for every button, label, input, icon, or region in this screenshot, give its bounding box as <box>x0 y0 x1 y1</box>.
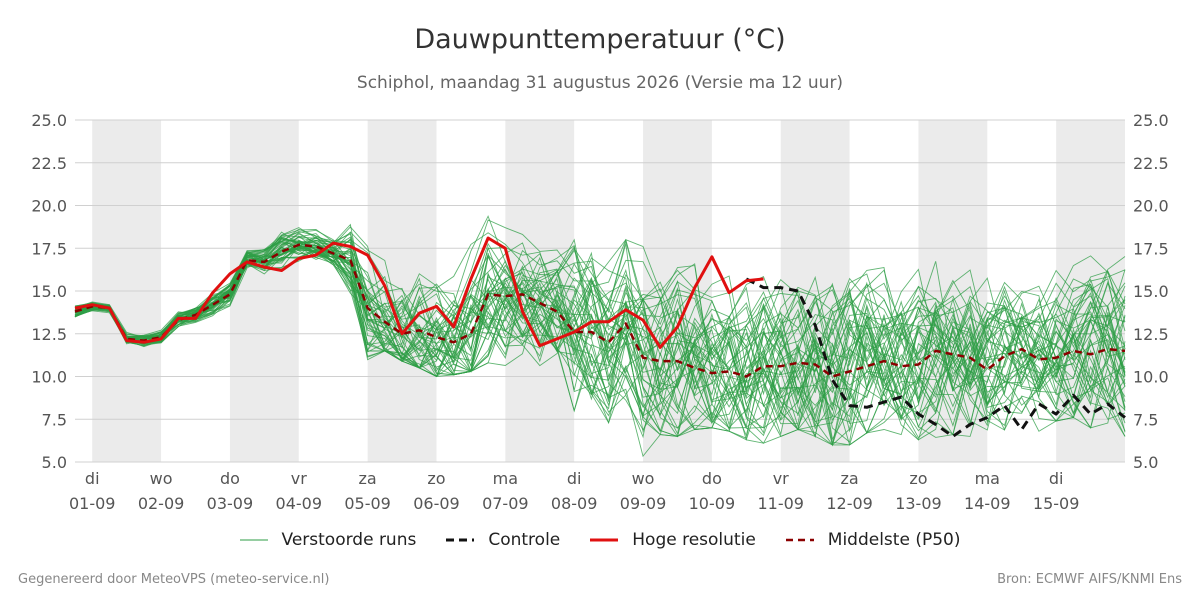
y-tick-label-right: 20.0 <box>1133 197 1169 216</box>
x-tick-day: zo <box>909 469 927 488</box>
y-tick-label-right: 12.5 <box>1133 325 1169 344</box>
y-tick-label-left: 10.0 <box>31 368 67 387</box>
y-tick-label-left: 15.0 <box>31 282 67 301</box>
legend-label-median: Middelste (P50) <box>827 530 961 550</box>
legend: Verstoorde runs Controle Hoge resolutie … <box>0 530 1200 550</box>
y-tick-label-right: 22.5 <box>1133 154 1169 173</box>
x-tick-date: 15-09 <box>1033 494 1080 513</box>
x-tick-day: di <box>1049 469 1064 488</box>
footer-source: Bron: ECMWF AIFS/KNMI Ens <box>997 572 1182 587</box>
y-tick-label-right: 10.0 <box>1133 368 1169 387</box>
legend-item-median: Middelste (P50) <box>785 530 961 550</box>
ensemble-run <box>74 251 1126 439</box>
x-tick-date: 04-09 <box>276 494 323 513</box>
y-tick-label-right: 17.5 <box>1133 239 1169 258</box>
y-tick-label-right: 25.0 <box>1133 111 1169 130</box>
x-tick-day: vr <box>773 469 789 488</box>
footer-generated-by: Gegenereerd door MeteoVPS (meteo-service… <box>18 572 330 587</box>
y-tick-label-left: 5.0 <box>42 453 67 472</box>
x-tick-date: 06-09 <box>413 494 460 513</box>
y-axis-right: 5.0 7.5 10.0 12.5 15.0 17.5 20.0 22.5 25.0 <box>1133 111 1169 472</box>
legend-item-ensemble: Verstoorde runs <box>239 530 417 550</box>
highres-line <box>74 236 764 349</box>
ensemble-run <box>74 237 1126 446</box>
y-tick-label-right: 15.0 <box>1133 282 1169 301</box>
x-tick-date: 13-09 <box>895 494 942 513</box>
x-tick-day: do <box>220 469 240 488</box>
x-tick-date: 09-09 <box>620 494 667 513</box>
x-tick-date: 02-09 <box>138 494 185 513</box>
x-tick-date: 12-09 <box>826 494 873 513</box>
x-tick-day: za <box>840 469 858 488</box>
x-tick-day: ma <box>975 469 1000 488</box>
ensemble-run <box>74 231 1126 424</box>
ensemble-run <box>74 246 1126 399</box>
x-tick-day: wo <box>632 469 655 488</box>
ensemble-run <box>74 219 1126 427</box>
y-tick-label-right: 5.0 <box>1133 453 1158 472</box>
x-tick-date: 08-09 <box>551 494 598 513</box>
legend-item-highres: Hoge resolutie <box>590 530 756 550</box>
x-tick-day: zo <box>427 469 445 488</box>
y-axis-left: 5.0 7.5 10.0 12.5 15.0 17.5 20.0 22.5 25.0 <box>31 111 67 472</box>
chart-title: Dauwpunttemperatuur (°C) <box>414 24 786 55</box>
y-tick-label-left: 17.5 <box>31 239 67 258</box>
x-tick-day: do <box>702 469 722 488</box>
ensemble-run <box>74 229 1126 446</box>
x-tick-day: wo <box>150 469 173 488</box>
x-tick-day: vr <box>291 469 307 488</box>
control-line <box>745 277 1126 438</box>
x-tick-day: za <box>359 469 377 488</box>
x-tick-day: di <box>85 469 100 488</box>
x-tick-day: ma <box>493 469 518 488</box>
y-tick-label-left: 7.5 <box>42 410 67 429</box>
legend-label-control: Controle <box>488 530 561 550</box>
x-tick-date: 03-09 <box>207 494 254 513</box>
x-axis: di 01-09 wo 02-09 do 03-09 vr 04-09 za 05-09 zo 06-… <box>69 469 1079 513</box>
y-tick-label-left: 22.5 <box>31 154 67 173</box>
x-tick-date: 14-09 <box>964 494 1011 513</box>
y-tick-label-right: 7.5 <box>1133 410 1158 429</box>
legend-swatch-median <box>785 538 814 542</box>
legend-label-highres: Hoge resolutie <box>632 530 756 550</box>
median-line <box>74 243 1126 378</box>
legend-swatch-ensemble <box>239 539 268 541</box>
ensemble-run <box>74 241 1126 447</box>
legend-item-control: Controle <box>446 530 560 550</box>
ensemble-run <box>74 246 1126 437</box>
main-series <box>74 236 1126 438</box>
legend-label-ensemble: Verstoorde runs <box>281 530 417 550</box>
x-tick-day: di <box>567 469 582 488</box>
y-tick-label-left: 12.5 <box>31 325 67 344</box>
legend-swatch-highres <box>590 538 619 542</box>
chart-svg: 5.0 7.5 10.0 12.5 15.0 17.5 20.0 22.5 25.0 5.0 7.… <box>31 111 1169 513</box>
x-tick-date: 01-09 <box>69 494 116 513</box>
ensemble-run <box>74 237 1126 433</box>
x-tick-date: 11-09 <box>757 494 804 513</box>
x-tick-date: 10-09 <box>689 494 736 513</box>
x-tick-date: 07-09 <box>482 494 529 513</box>
y-tick-label-left: 20.0 <box>31 197 67 216</box>
chart-subtitle: Schiphol, maandag 31 augustus 2026 (Vers… <box>356 73 844 93</box>
legend-swatch-control <box>446 538 475 542</box>
x-tick-date: 05-09 <box>344 494 391 513</box>
y-tick-label-left: 25.0 <box>31 111 67 130</box>
